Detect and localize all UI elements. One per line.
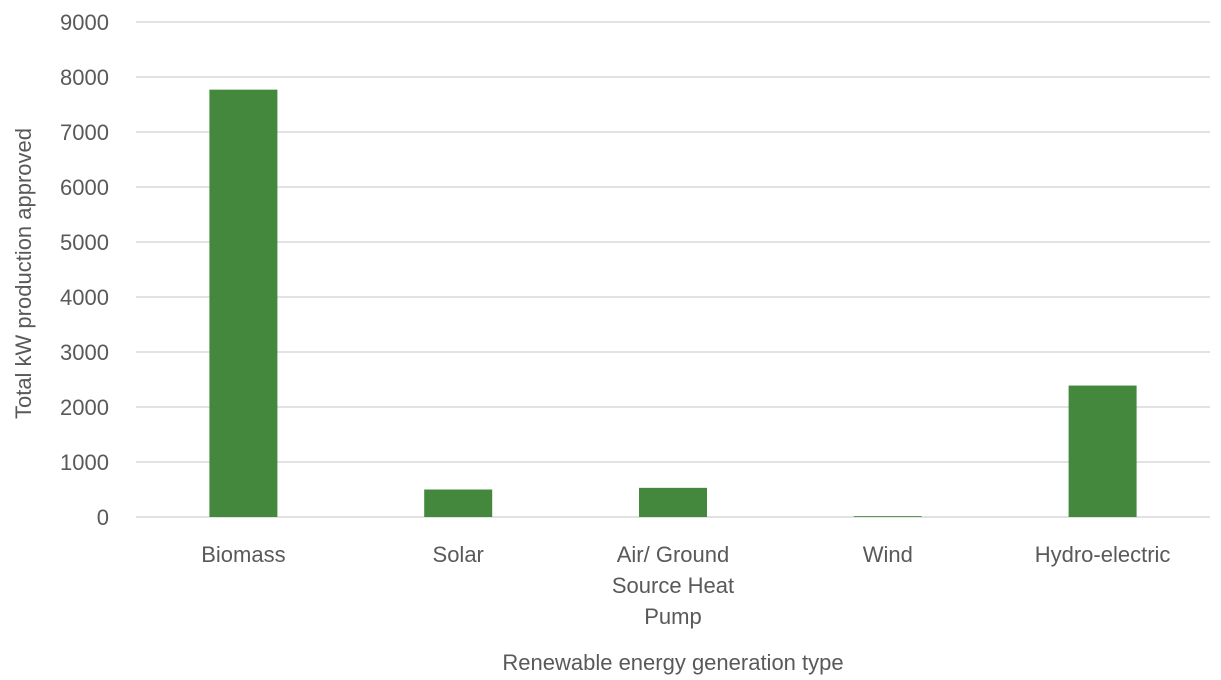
bar: [424, 489, 493, 517]
y-tick-label: 5000: [60, 230, 109, 255]
y-axis-title: Total kW production approved: [11, 128, 36, 419]
y-axis-ticks: 0 1000 2000 3000 4000 5000 6000 7000 8000 9000: [60, 10, 109, 530]
y-tick-label: 4000: [60, 285, 109, 310]
y-tick-label: 1000: [60, 450, 109, 475]
x-axis-ticks: Biomass Solar Air/ Ground Source Heat Pump Wi…: [201, 542, 1170, 629]
bar: [853, 516, 922, 517]
y-tick-label: 3000: [60, 340, 109, 365]
x-tick-label-line: Solar: [433, 542, 484, 567]
bars: [209, 89, 1137, 518]
x-tick-label-line: Pump: [644, 604, 701, 629]
x-tick-label-line: Source Heat: [612, 573, 734, 598]
gridlines: [136, 21, 1210, 518]
bar: [639, 487, 707, 517]
x-tick-label-line: Wind: [863, 542, 913, 567]
y-tick-label: 7000: [60, 120, 109, 145]
x-tick-label: Solar: [433, 542, 484, 567]
bar: [209, 89, 278, 518]
y-tick-label: 9000: [60, 10, 109, 35]
x-tick-label-line: Hydro-electric: [1035, 542, 1171, 567]
y-tick-label: 8000: [60, 65, 109, 90]
y-tick-label: 6000: [60, 175, 109, 200]
y-tick-label: 2000: [60, 395, 109, 420]
y-tick-label: 0: [97, 505, 109, 530]
x-tick-label-line: Biomass: [201, 542, 285, 567]
bar: [1068, 385, 1137, 517]
x-tick-label: Hydro-electric: [1035, 542, 1171, 567]
x-tick-label: Air/ Ground Source Heat Pump: [612, 542, 734, 629]
x-tick-label: Biomass: [201, 542, 285, 567]
x-axis-title: Renewable energy generation type: [502, 650, 843, 675]
x-tick-label-line: Air/ Ground: [617, 542, 730, 567]
x-tick-label: Wind: [863, 542, 913, 567]
